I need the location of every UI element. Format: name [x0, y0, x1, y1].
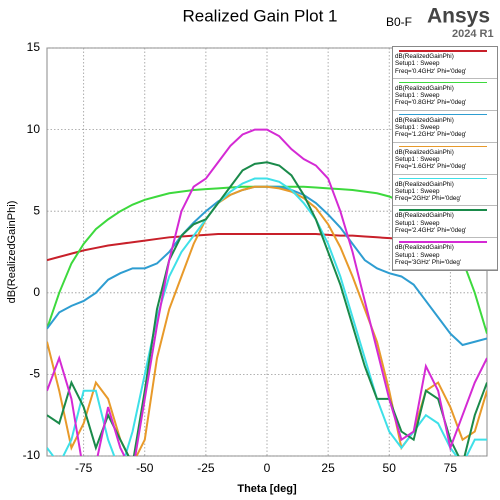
design-label: B0-F [386, 15, 412, 29]
y-tick-label: -5 [29, 367, 40, 381]
legend-swatch [399, 81, 487, 84]
x-tick-label: 0 [264, 461, 271, 475]
legend-swatch [399, 209, 487, 212]
legend-entry: dB(RealizedGainPhi) Setup1 : Sweep Freq=… [393, 79, 497, 111]
series-line [47, 161, 487, 456]
chart-title: Realized Gain Plot 1 [183, 6, 338, 25]
y-axis-label: dB(RealizedGainPhi) [6, 201, 18, 304]
legend-label: dB(RealizedGainPhi) Setup1 : Sweep Freq=… [395, 84, 467, 107]
x-tick-label: -50 [136, 461, 154, 475]
legend-swatch [399, 113, 487, 116]
y-tick-label: 5 [33, 203, 40, 217]
legend-label: dB(RealizedGainPhi) Setup1 : Sweep Freq=… [395, 212, 467, 235]
x-axis-label: Theta [deg] [237, 483, 297, 495]
legend-swatch [399, 177, 487, 180]
y-tick-label: 0 [33, 285, 40, 299]
legend-label: dB(RealizedGainPhi) Setup1 : Sweep Freq=… [395, 53, 467, 75]
brand: Ansys [427, 5, 490, 28]
x-tick-label: 50 [383, 461, 397, 475]
legend-entry: dB(RealizedGainPhi) Setup1 : Sweep Freq=… [393, 238, 497, 271]
legend-swatch [399, 241, 487, 243]
legend-entry: dB(RealizedGainPhi) Setup1 : Sweep Freq=… [393, 47, 497, 79]
legend-label: dB(RealizedGainPhi) Setup1 : Sweep Freq=… [395, 116, 467, 139]
x-tick-label: 25 [321, 461, 335, 475]
x-tick-label: -25 [197, 461, 215, 475]
y-tick-label: 10 [27, 122, 41, 136]
legend-swatch [399, 145, 487, 148]
legend-label: dB(RealizedGainPhi) Setup1 : Sweep Freq=… [395, 148, 467, 171]
series-line [47, 128, 487, 456]
legend-entry: dB(RealizedGainPhi) Setup1 : Sweep Freq=… [393, 175, 497, 207]
legend-label: dB(RealizedGainPhi) Setup1 : Sweep Freq=… [395, 244, 462, 266]
legend-entry: dB(RealizedGainPhi) Setup1 : Sweep Freq=… [393, 111, 497, 143]
legend-entry: dB(RealizedGainPhi) Setup1 : Sweep Freq=… [393, 143, 497, 175]
x-tick-label: 75 [444, 461, 458, 475]
x-tick-label: -75 [75, 461, 93, 475]
legend-entry: dB(RealizedGainPhi) Setup1 : Sweep Freq=… [393, 206, 497, 239]
legend-label: dB(RealizedGainPhi) Setup1 : Sweep Freq=… [395, 180, 462, 203]
legend-swatch [399, 50, 487, 52]
version: 2024 R1 [452, 28, 494, 40]
y-tick-label: -10 [23, 448, 41, 462]
y-tick-label: 15 [27, 40, 41, 54]
legend: dB(RealizedGainPhi) Setup1 : Sweep Freq=… [392, 46, 498, 272]
